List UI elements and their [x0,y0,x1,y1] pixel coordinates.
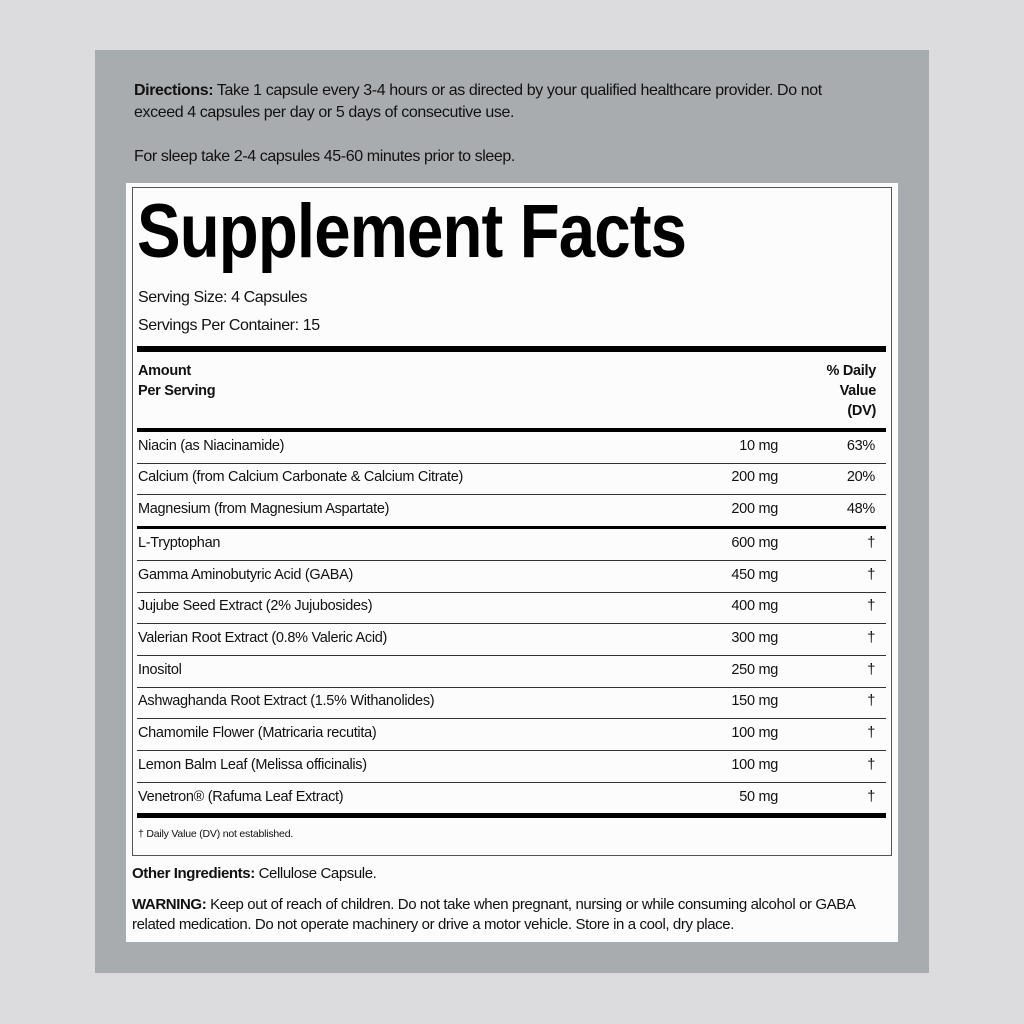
dv-header: % Daily Value (DV) [826,361,877,421]
warning-text: Keep out of reach of children. Do not ta… [132,896,855,933]
dv-header-line: % Daily [826,363,877,379]
amount-header-line: Per Serving [138,383,216,399]
table-row: Inositol 250 mg † [137,656,886,688]
facts-box [132,187,892,856]
ingredient-amount: 300 mg [731,630,778,646]
ingredient-dv: † [867,662,875,678]
amount-header-line: Amount [138,363,191,379]
divider-medium [137,428,886,432]
divider-thick [137,346,886,352]
table-row: Jujube Seed Extract (2% Jujubosides) 400 … [137,592,886,624]
warning: WARNING: Keep out of reach of children. … [132,895,872,935]
ingredient-dv: † [867,630,875,646]
ingredient-name: Ashwaghanda Root Extract (1.5% Withanoli… [138,693,435,709]
table-row: Lemon Balm Leaf (Melissa officinalis) 100… [137,751,886,783]
ingredient-name: Chamomile Flower (Matricaria recutita) [138,725,377,741]
directions: Directions: Take 1 capsule every 3-4 hou… [134,80,874,124]
ingredient-amount: 250 mg [731,662,778,678]
ingredient-amount: 600 mg [731,535,778,551]
table-row: Chamomile Flower (Matricaria recutita) 10… [137,719,886,751]
table-row: Ashwaghanda Root Extract (1.5% Withanoli… [137,687,886,719]
ingredient-dv: 63% [846,438,875,454]
facts-title: Supplement Facts [137,189,687,274]
ingredient-dv: † [867,567,875,583]
other-ingredients: Other Ingredients: Cellulose Capsule. [132,865,377,882]
ingredient-amount: 400 mg [731,598,778,614]
servings-per-container: Servings Per Container: 15 [138,317,320,334]
ingredient-dv: † [867,693,875,709]
sleep-directions: For sleep take 2-4 capsules 45-60 minute… [134,148,515,165]
other-ingredients-label: Other Ingredients: [132,865,255,882]
ingredient-dv: † [867,789,875,805]
dv-header-line: (DV) [847,403,876,419]
ingredient-name: Venetron® (Rafuma Leaf Extract) [138,789,344,805]
ingredient-dv: † [867,725,875,741]
ingredient-amount: 10 mg [739,438,778,454]
serving-size: Serving Size: 4 Capsules [138,289,308,306]
ingredient-dv: 20% [846,469,875,485]
ingredient-name: Lemon Balm Leaf (Melissa officinalis) [138,757,367,773]
directions-label: Directions: [134,82,214,99]
footnote: † Daily Value (DV) not established. [138,828,294,840]
ingredient-dv: † [867,535,875,551]
table-row: Venetron® (Rafuma Leaf Extract) 50 mg † [137,783,886,814]
ingredient-name: Magnesium (from Magnesium Aspartate) [138,501,390,517]
table-row: L-Tryptophan 600 mg † [137,529,886,561]
ingredient-amount: 200 mg [731,469,778,485]
ingredient-name: Niacin (as Niacinamide) [138,438,285,454]
ingredient-dv: † [867,598,875,614]
table-row: Valerian Root Extract (0.8% Valeric Acid… [137,624,886,656]
divider-section [137,526,886,529]
table-row: Calcium (from Calcium Carbonate & Calciu… [137,463,886,495]
ingredient-dv: 48% [846,501,875,517]
ingredient-name: Jujube Seed Extract (2% Jujubosides) [138,598,373,614]
amount-header: Amount Per Serving [138,361,216,401]
ingredient-name: L-Tryptophan [138,535,221,551]
table-row: Magnesium (from Magnesium Aspartate) 200 … [137,495,886,526]
ingredient-amount: 150 mg [731,693,778,709]
table-row: Gamma Aminobutyric Acid (GABA) 450 mg † [137,561,886,593]
ingredient-name: Gamma Aminobutyric Acid (GABA) [138,567,354,583]
ingredient-amount: 100 mg [731,725,778,741]
ingredient-name: Calcium (from Calcium Carbonate & Calciu… [138,469,464,485]
table-row: Niacin (as Niacinamide) 10 mg 63% [137,432,886,464]
ingredient-amount: 50 mg [739,789,778,805]
other-ingredients-text: Cellulose Capsule. [254,865,377,882]
dv-header-line: Value [839,383,877,399]
ingredient-name: Inositol [138,662,182,678]
warning-label: WARNING: [132,896,207,913]
ingredient-amount: 450 mg [731,567,778,583]
divider-thick [137,813,886,818]
ingredient-amount: 100 mg [731,757,778,773]
ingredient-name: Valerian Root Extract (0.8% Valeric Acid… [138,630,388,646]
ingredient-dv: † [867,757,875,773]
directions-text: Take 1 capsule every 3-4 hours or as dir… [134,82,822,121]
ingredient-amount: 200 mg [731,501,778,517]
